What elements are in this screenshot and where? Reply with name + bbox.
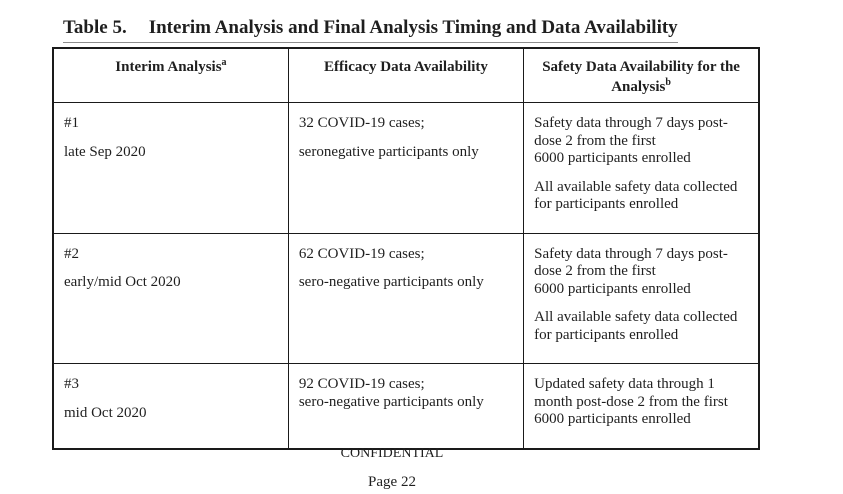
cell-interim-analysis: #2 early/mid Oct 2020 (52, 232, 289, 364)
table-body: #1 late Sep 2020 32 COVID-19 cases; serone… (52, 102, 760, 449)
cell-interim-analysis: #1 late Sep 2020 (52, 102, 289, 234)
cell-safety-data: Safety data through 7 days post-dose 2 f… (523, 102, 760, 234)
cell-paragraph: 32 COVID-19 cases; (298, 115, 425, 131)
cell-efficacy-data: 92 COVID-19 cases; sero-negative particip… (287, 363, 525, 449)
cell-paragraph: #2 (64, 245, 79, 262)
header-efficacy-label: Efficacy Data Availability (324, 59, 488, 75)
cell-paragraph: sero-negative participants only (298, 274, 484, 290)
table-caption-title: Interim Analysis and Final Analysis Timi… (148, 17, 678, 38)
cell-paragraph: 92 COVID-19 cases; sero-negative particip… (298, 376, 484, 410)
table-caption: Table 5. Interim Analysis and Final Anal… (63, 16, 678, 43)
cell-paragraph: mid Oct 2020 (64, 404, 147, 421)
cell-paragraph: Safety data through 7 days post-dose 2 f… (534, 245, 728, 297)
cell-safety-data: Safety data through 7 days post-dose 2 f… (523, 232, 760, 364)
table-header: Interim Analysisa Efficacy Data Availabi… (52, 47, 760, 103)
cell-interim-analysis: #3 mid Oct 2020 (52, 363, 289, 449)
page-number: Page 22 (368, 474, 416, 490)
table-header-row: Interim Analysisa Efficacy Data Availabi… (52, 47, 760, 103)
cell-paragraph: Updated safety data through 1 month post-… (534, 376, 728, 427)
header-interim-analysis: Interim Analysisa (52, 47, 289, 103)
header-safety-label: Safety Data Availability for the Analysi… (542, 59, 740, 95)
table-row: #2 early/mid Oct 2020 62 COVID-19 cases; s… (52, 232, 760, 364)
table-caption-number: Table 5. (63, 17, 127, 38)
table-row: #1 late Sep 2020 32 COVID-19 cases; serone… (52, 102, 760, 234)
cell-paragraph: early/mid Oct 2020 (64, 274, 181, 290)
cell-paragraph: late Sep 2020 (64, 143, 146, 160)
header-safety-data-availability: Safety Data Availability for the Analysi… (523, 47, 760, 103)
cell-paragraph: All available safety data collected for p… (534, 178, 738, 213)
header-efficacy-data-availability: Efficacy Data Availability (287, 47, 525, 103)
cell-paragraph: 62 COVID-19 cases; (298, 245, 425, 262)
cell-efficacy-data: 32 COVID-19 cases; seronegative participa… (287, 102, 525, 234)
page-footer: CONFIDENTIAL Page 22 (0, 445, 784, 491)
cell-paragraph: #3 (64, 376, 79, 392)
footnote-marker-a: a (221, 57, 227, 68)
cell-safety-data: Updated safety data through 1 month post-… (523, 363, 760, 449)
cell-paragraph: Safety data through 7 days post-dose 2 f… (534, 115, 728, 166)
cell-paragraph: seronegative participants only (298, 143, 479, 160)
header-interim-analysis-label: Interim Analysis (115, 59, 222, 75)
table-row: #3 mid Oct 2020 92 COVID-19 cases; sero-ne… (52, 363, 760, 449)
interim-analysis-table: Interim Analysisa Efficacy Data Availabi… (52, 47, 760, 450)
cell-efficacy-data: 62 COVID-19 cases; sero-negative particip… (287, 232, 525, 364)
cell-paragraph: All available safety data collected for p… (534, 309, 738, 343)
footnote-marker-b: b (665, 77, 671, 88)
confidential-label: CONFIDENTIAL (340, 446, 444, 461)
cell-paragraph: #1 (64, 115, 79, 131)
